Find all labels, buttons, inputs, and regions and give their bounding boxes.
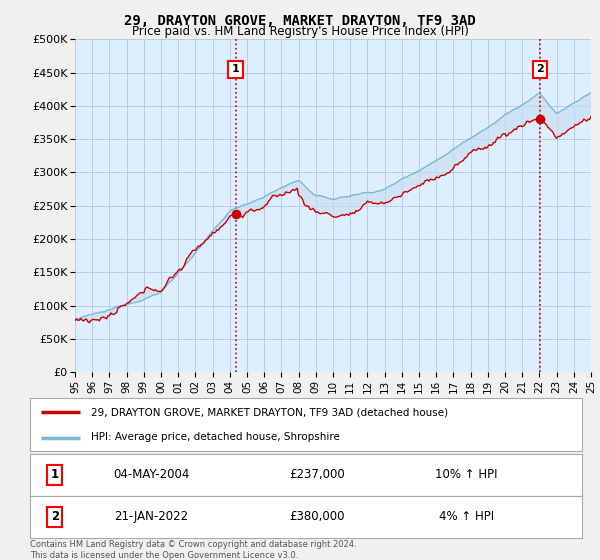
Text: 1: 1 xyxy=(232,64,239,74)
Text: 04-MAY-2004: 04-MAY-2004 xyxy=(113,468,190,481)
Text: 2: 2 xyxy=(536,64,544,74)
Text: 1: 1 xyxy=(51,468,59,481)
Text: 29, DRAYTON GROVE, MARKET DRAYTON, TF9 3AD: 29, DRAYTON GROVE, MARKET DRAYTON, TF9 3… xyxy=(124,14,476,28)
Text: Contains HM Land Registry data © Crown copyright and database right 2024.
This d: Contains HM Land Registry data © Crown c… xyxy=(30,540,356,560)
Text: 10% ↑ HPI: 10% ↑ HPI xyxy=(435,468,497,481)
Text: £237,000: £237,000 xyxy=(289,468,345,481)
Text: Price paid vs. HM Land Registry's House Price Index (HPI): Price paid vs. HM Land Registry's House … xyxy=(131,25,469,38)
Text: £380,000: £380,000 xyxy=(289,510,345,523)
Text: 29, DRAYTON GROVE, MARKET DRAYTON, TF9 3AD (detached house): 29, DRAYTON GROVE, MARKET DRAYTON, TF9 3… xyxy=(91,408,448,418)
Text: HPI: Average price, detached house, Shropshire: HPI: Average price, detached house, Shro… xyxy=(91,432,340,442)
Text: 2: 2 xyxy=(51,510,59,523)
Text: 4% ↑ HPI: 4% ↑ HPI xyxy=(439,510,494,523)
Text: 21-JAN-2022: 21-JAN-2022 xyxy=(115,510,188,523)
